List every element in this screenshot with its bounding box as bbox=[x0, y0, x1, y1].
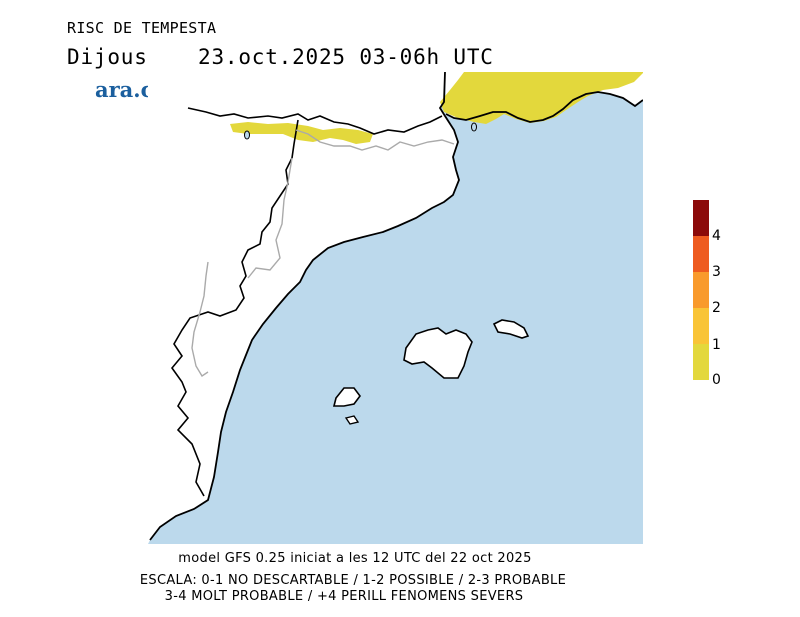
map-title: RISC DE TEMPESTA bbox=[67, 19, 217, 37]
mainland bbox=[148, 72, 459, 544]
island-mallorca bbox=[403, 327, 473, 379]
scale-description-line2: 3-4 MOLT PROBABLE / +4 PERILL FENOMENS S… bbox=[164, 589, 524, 604]
pyrenees-border bbox=[187, 107, 443, 135]
province-boundary bbox=[295, 129, 455, 151]
legend-label-2: 2 bbox=[712, 300, 721, 316]
legend-segment-1-2 bbox=[693, 308, 709, 344]
island-eivissa bbox=[332, 387, 361, 407]
forecast-day: Dijous bbox=[67, 45, 148, 69]
coastline-france bbox=[445, 91, 643, 123]
legend-label-1: 1 bbox=[712, 337, 721, 353]
risk-legend-bar bbox=[693, 200, 709, 380]
legend-segment-4plus bbox=[693, 200, 709, 236]
legend-segment-0-1 bbox=[693, 344, 709, 380]
legend-label-0: 0 bbox=[712, 372, 721, 388]
scale-description-line1: ESCALA: 0-1 NO DESCARTABLE / 1-2 POSSIBL… bbox=[139, 573, 567, 588]
province-boundary bbox=[247, 157, 293, 279]
island-menorca bbox=[492, 319, 530, 339]
forecast-datetime: 23.oct.2025 03-06h UTC bbox=[198, 45, 494, 69]
storm-risk-map bbox=[148, 72, 643, 544]
lake-marker bbox=[244, 130, 250, 140]
legend-segment-2-3 bbox=[693, 272, 709, 308]
island-formentera bbox=[344, 415, 360, 425]
legend-label-4: 4 bbox=[712, 228, 721, 244]
legend-segment-3-4 bbox=[693, 236, 709, 272]
risk-area-northeast bbox=[440, 72, 643, 124]
model-info: model GFS 0.25 iniciat a les 12 UTC del … bbox=[178, 551, 532, 566]
province-boundary bbox=[191, 261, 209, 377]
west-boundary bbox=[170, 119, 299, 497]
legend-label-3: 3 bbox=[712, 264, 721, 280]
coastline bbox=[149, 72, 460, 541]
lake-marker bbox=[471, 122, 477, 132]
risk-area-pyrenees bbox=[230, 122, 373, 144]
